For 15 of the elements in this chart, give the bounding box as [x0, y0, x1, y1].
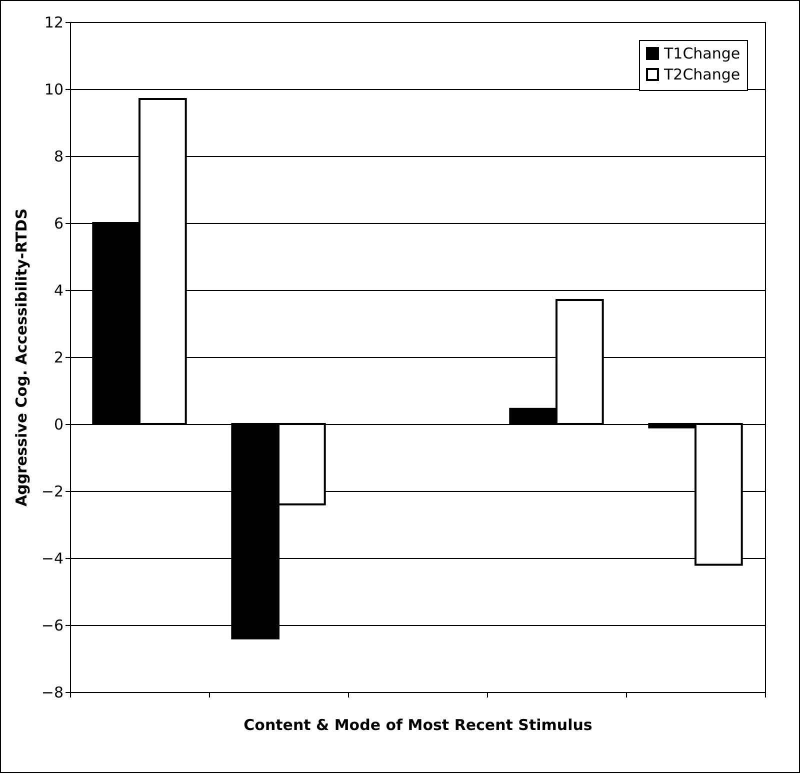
y-tick-label: 6 — [54, 214, 64, 232]
legend-label: T1Change — [663, 44, 740, 62]
y-tick-label: 0 — [54, 416, 64, 434]
y-tick-label: −8 — [41, 684, 64, 702]
y-tick-label: 2 — [54, 348, 64, 366]
y-tick-label: −2 — [41, 482, 64, 500]
y-tick-label: 12 — [44, 14, 64, 32]
y-tick-label: −6 — [41, 616, 64, 634]
x-axis-title: Content & Mode of Most Recent Stimulus — [244, 716, 592, 734]
y-tick-label: 4 — [54, 282, 64, 300]
y-axis-title: Aggressive Cog. Accessibility-RTDS — [12, 208, 30, 507]
y-tick-label: 10 — [44, 80, 64, 98]
y-tick-label: 8 — [54, 148, 64, 166]
legend-label: T2Change — [663, 66, 740, 84]
y-tick-label: −4 — [41, 550, 64, 568]
